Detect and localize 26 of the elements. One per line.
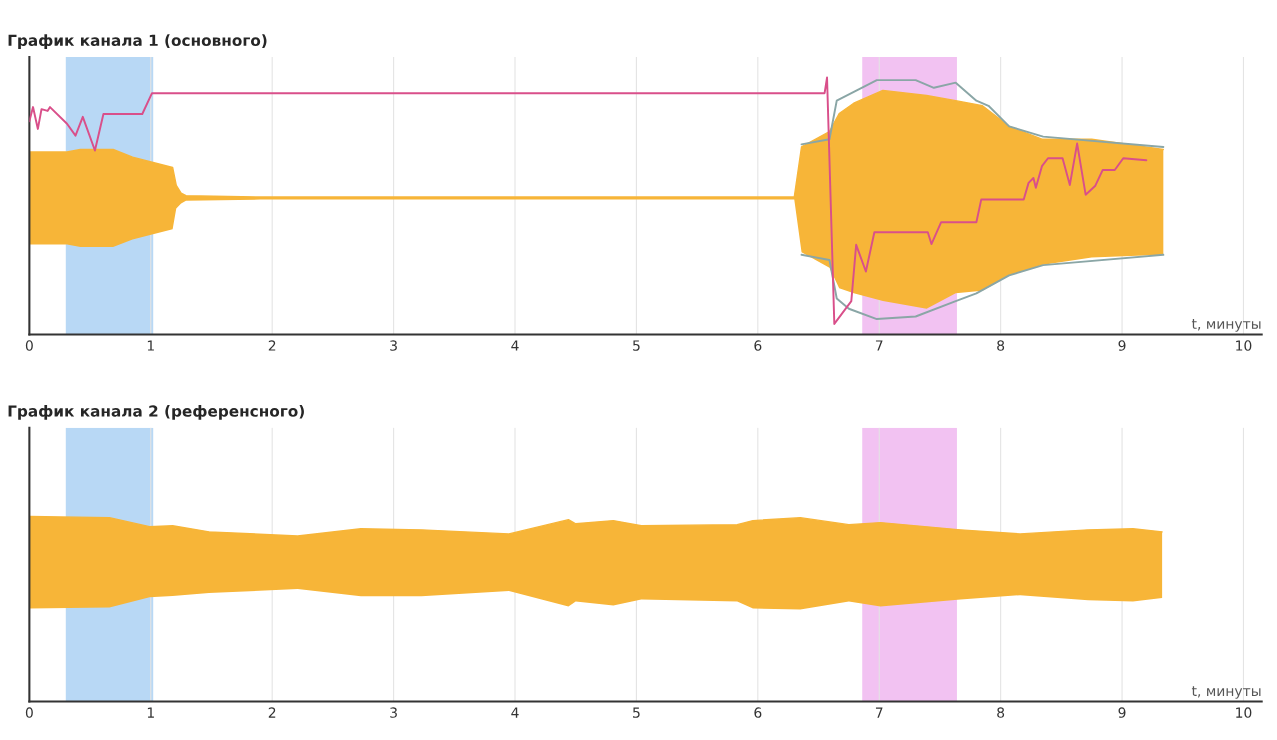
x-tick-label: 1	[147, 707, 154, 718]
x-tick-label: 7	[875, 707, 883, 718]
x-tick-label: 5	[633, 707, 640, 718]
x-tick-label: 0	[25, 707, 33, 718]
x-tick-label: 0	[25, 340, 33, 351]
x-tick-label: 3	[390, 707, 397, 718]
x-axis-title: t, минуты	[1191, 319, 1261, 332]
x-tick-label: 6	[754, 707, 762, 718]
x-tick-label: 10	[1236, 340, 1252, 351]
chart-title: График канала 1 (основного)	[8, 34, 267, 50]
x-tick-label: 8	[997, 340, 1005, 351]
x-tick-label: 6	[754, 340, 762, 351]
x-tick-label: 7	[875, 340, 883, 351]
x-tick-label: 9	[1118, 340, 1126, 351]
x-tick-label: 2	[268, 707, 276, 718]
x-tick-label: 2	[268, 340, 276, 351]
x-tick-label: 4	[511, 340, 519, 351]
x-tick-label: 9	[1118, 707, 1126, 718]
x-tick-label: 3	[390, 340, 397, 351]
x-tick-label: 8	[997, 707, 1005, 718]
x-tick-label: 5	[633, 340, 640, 351]
x-tick-label: 4	[511, 707, 519, 718]
x-tick-label: 10	[1236, 707, 1252, 718]
chart-title: График канала 2 (референсного)	[8, 405, 304, 420]
x-tick-label: 1	[147, 340, 154, 351]
x-axis-title: t, минуты	[1191, 686, 1261, 699]
